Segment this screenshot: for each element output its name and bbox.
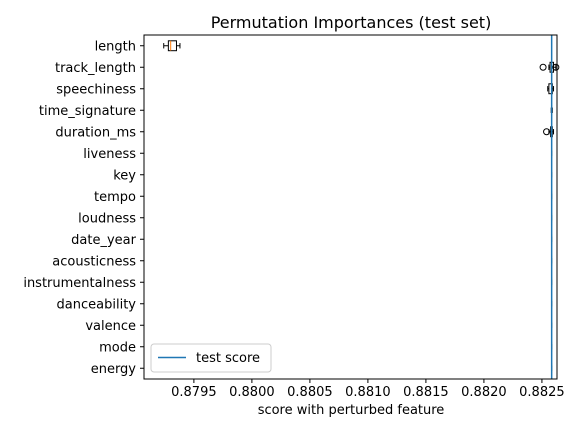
y-tick-label: key (113, 168, 136, 183)
y-tick-label: tempo (94, 190, 136, 205)
x-tick-label: 0.8825 (519, 385, 565, 400)
y-tick-label: energy (91, 362, 137, 377)
legend-frame (150, 343, 272, 373)
x-tick-label: 0.8805 (287, 385, 333, 400)
x-tick-label: 0.8820 (461, 385, 507, 400)
outlier-point (539, 63, 547, 71)
outlier-point (552, 63, 560, 71)
y-tick-label: length (95, 39, 136, 54)
x-tick-label: 0.8810 (345, 385, 391, 400)
outlier-point (543, 128, 551, 136)
y-tick-label: valence (85, 319, 136, 334)
y-tick-label: speechiness (56, 82, 136, 97)
y-tick-label: date_year (71, 233, 136, 248)
plot-area (163, 35, 560, 379)
y-tick-label: loudness (78, 211, 136, 226)
y-tick-label: acousticness (52, 254, 136, 269)
x-axis: 0.8795 0.8800 0.8805 0.8810 0.8815 0.8820 0.88… (171, 379, 565, 400)
x-axis-label: score with perturbed feature (258, 403, 445, 418)
iqr-box (167, 40, 177, 52)
legend: test score (150, 343, 272, 373)
y-tick-label: duration_ms (55, 125, 136, 140)
y-axis: length track_length speechiness time_signat… (23, 39, 144, 377)
x-tick-label: 0.8795 (171, 385, 217, 400)
y-tick-label: liveness (83, 147, 136, 162)
axes-frame (143, 34, 558, 380)
y-tick-label: mode (99, 340, 136, 355)
box-track-length (539, 61, 560, 73)
y-tick-label: time_signature (39, 104, 136, 119)
legend-label: test score (196, 351, 260, 366)
y-tick-label: track_length (55, 61, 136, 76)
x-tick-label: 0.8815 (403, 385, 449, 400)
x-tick-label: 0.8800 (229, 385, 275, 400)
y-tick-label: instrumentalness (23, 276, 136, 291)
y-tick-label: danceability (57, 297, 137, 312)
chart-title: Permutation Importances (test set) (211, 13, 492, 32)
box-length (163, 40, 181, 52)
box-speechiness (547, 83, 555, 95)
